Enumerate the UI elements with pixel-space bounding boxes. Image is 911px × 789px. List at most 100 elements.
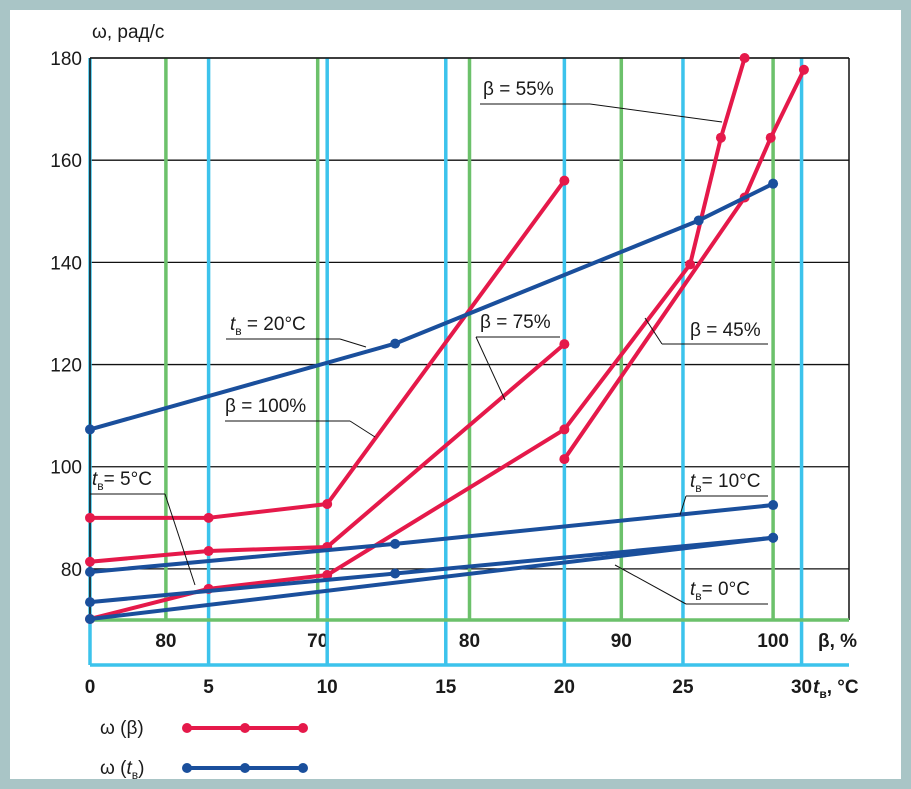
- series-annotation: β = 75%: [480, 312, 551, 333]
- legend-dot: [240, 763, 250, 773]
- leader-line: [644, 317, 663, 345]
- text-part: = 10°C: [702, 471, 761, 492]
- x2-tick-label: 100: [757, 631, 789, 652]
- text-part: ): [138, 758, 144, 779]
- x-tick-label: 25: [672, 677, 694, 698]
- point: [85, 424, 95, 435]
- text-part: t: [92, 469, 98, 490]
- text-part: ω (: [100, 758, 127, 779]
- series-annotation: β = 100%: [225, 396, 306, 417]
- text-part: β = 55%: [483, 79, 554, 100]
- text-part: в: [695, 481, 701, 495]
- text-part: t: [690, 471, 696, 492]
- point: [559, 424, 570, 435]
- leader-line: [475, 336, 506, 401]
- point: [715, 132, 726, 143]
- x-tick-label: 30: [791, 677, 812, 698]
- text-part: = 5°C: [104, 469, 152, 490]
- point: [390, 568, 401, 579]
- point: [390, 338, 401, 349]
- y-axis-title: ω, рад/с: [92, 22, 164, 43]
- text-part: = 20°C: [242, 314, 306, 335]
- x-tick-label: 5: [203, 677, 214, 698]
- x-tick-label: 0: [85, 677, 96, 698]
- point: [768, 532, 779, 543]
- text-part: β = 45%: [690, 320, 761, 341]
- point: [322, 570, 333, 581]
- series-line: [89, 342, 566, 564]
- x-tick-label: 10: [317, 677, 338, 698]
- text-part: t: [126, 758, 132, 779]
- series-annotation: tв= 0°C: [690, 579, 750, 603]
- point: [203, 512, 214, 523]
- text-part: t: [813, 677, 820, 698]
- legend-dot: [298, 763, 308, 773]
- point: [85, 566, 95, 577]
- x2-tick-label: 80: [459, 631, 480, 652]
- point: [559, 339, 570, 350]
- leader-line: [679, 495, 687, 516]
- series-line: [89, 181, 774, 432]
- legend-dot: [298, 723, 308, 733]
- point: [685, 259, 696, 270]
- text-part: в: [819, 687, 826, 701]
- legend-dot: [182, 763, 192, 773]
- text-part: t: [690, 579, 696, 600]
- series-line: [90, 179, 566, 520]
- leader-line: [589, 103, 723, 123]
- x2-tick-label: 90: [611, 631, 632, 652]
- series-annotation: tв = 20°C: [230, 314, 306, 338]
- series-annotation: tв= 5°C: [92, 469, 152, 493]
- text-part: β = 75%: [480, 312, 551, 333]
- x-tick-label: 15: [435, 677, 457, 698]
- text-part: в: [97, 479, 103, 493]
- point: [693, 215, 704, 226]
- point: [85, 597, 95, 608]
- y-tick-label: 80: [61, 560, 82, 581]
- text-part: в: [132, 768, 138, 782]
- y-tick-label: 140: [50, 253, 82, 274]
- point: [768, 500, 779, 511]
- point: [322, 499, 333, 510]
- series-annotation: β = 55%: [483, 79, 554, 100]
- point: [768, 178, 779, 189]
- legend-label: ω (β): [100, 718, 144, 739]
- point: [798, 64, 809, 75]
- leader-line: [349, 420, 376, 438]
- text-part: в: [695, 589, 701, 603]
- text-part: , °C: [827, 677, 859, 698]
- x-tick-label: 20: [554, 677, 575, 698]
- point: [739, 53, 750, 63]
- series-annotation: tв= 10°C: [690, 471, 760, 495]
- y-tick-label: 100: [50, 458, 82, 479]
- series-annotation: β = 45%: [690, 320, 761, 341]
- y-tick-label: 120: [50, 356, 82, 377]
- series-line: [89, 535, 774, 621]
- x-axis-title: tв, °C: [813, 677, 859, 701]
- leader-line: [164, 493, 196, 586]
- y-tick-label: 180: [50, 49, 82, 70]
- legend-dot: [182, 723, 192, 733]
- series-line: [562, 68, 806, 461]
- point: [390, 538, 401, 549]
- text-part: β = 100%: [225, 396, 306, 417]
- point: [203, 546, 214, 557]
- text-part: ω (β): [100, 718, 144, 739]
- y-tick-label: 160: [50, 151, 82, 172]
- point: [559, 175, 570, 186]
- text-part: = 0°C: [702, 579, 750, 600]
- x2-axis-title: β, %: [818, 631, 857, 652]
- leader-line: [339, 338, 367, 348]
- legend-dot: [240, 723, 250, 733]
- x2-tick-label: 70: [307, 631, 328, 652]
- point: [85, 556, 95, 567]
- point: [85, 512, 95, 523]
- text-part: t: [230, 314, 236, 335]
- text-part: в: [235, 324, 241, 338]
- leader-line: [614, 564, 687, 605]
- point: [559, 454, 570, 465]
- legend-label: ω (tв): [100, 758, 144, 782]
- point: [85, 613, 95, 624]
